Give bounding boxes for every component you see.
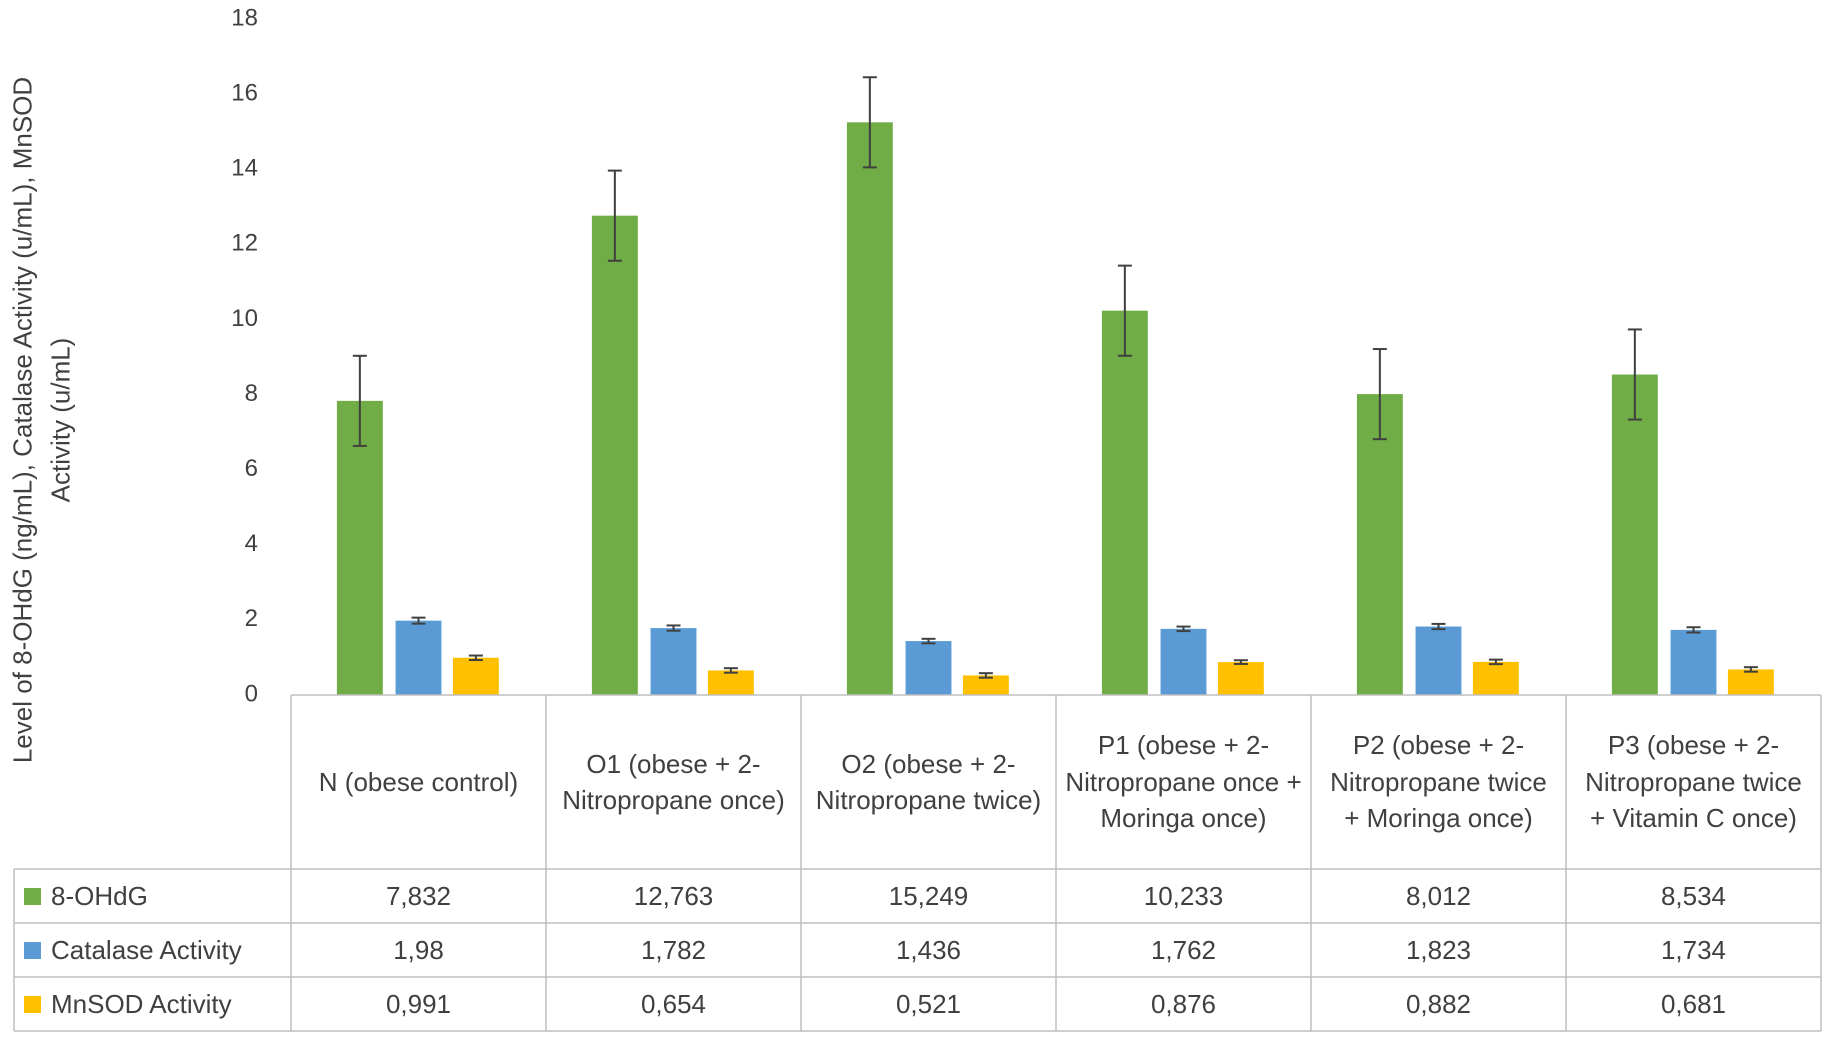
category-label: P2 (obese + 2-Nitropropane twice + Morin… [1330, 730, 1547, 834]
bar [1670, 629, 1717, 695]
table-value: 0,654 [640, 988, 707, 1019]
category-label: P1 (obese + 2-Nitropropane once + Moring… [1065, 730, 1302, 834]
table-value: 1,762 [1150, 934, 1217, 965]
table-value: 1,734 [1660, 934, 1727, 965]
y-tick-label: 8 [245, 380, 258, 407]
bar [1160, 628, 1207, 695]
table-value: 8,534 [1660, 880, 1727, 911]
table-value: 0,521 [895, 988, 962, 1019]
bar [591, 215, 638, 695]
bar [846, 122, 893, 696]
table-value: 7,832 [385, 880, 452, 911]
error-bar [723, 667, 738, 674]
error-bar [1627, 328, 1642, 421]
error-bar [862, 76, 877, 169]
y-tick-label: 4 [245, 530, 258, 557]
y-tick-label: 6 [245, 455, 258, 482]
y-tick-label: 0 [245, 680, 258, 707]
legend-swatch [24, 887, 41, 905]
bar [1472, 661, 1519, 695]
bar [1611, 374, 1658, 695]
error-bar [1117, 264, 1132, 357]
y-tick-label: 16 [231, 79, 258, 106]
bar [1101, 310, 1148, 695]
error-bar [1233, 659, 1248, 665]
y-axis-title: Level of 8-OHdG (ng/mL), Catalase Activi… [7, 76, 75, 764]
y-tick-label: 10 [231, 305, 258, 332]
legend-label: MnSOD Activity [51, 988, 232, 1019]
legend-entry: Catalase Activity [14, 923, 291, 977]
table-value: 1,98 [393, 934, 444, 965]
error-bar [1488, 658, 1503, 666]
table-value: 12,763 [633, 880, 714, 911]
category-label: O2 (obese + 2-Nitropropane twice) [815, 748, 1042, 815]
error-bar [1686, 626, 1701, 634]
category-label: N (obese control) [318, 766, 519, 797]
table-value: 8,012 [1405, 880, 1472, 911]
error-bar [352, 354, 367, 447]
bar [1356, 394, 1403, 695]
bar [1727, 669, 1774, 695]
bar [650, 628, 697, 695]
error-bar [468, 654, 483, 662]
table-value: 0,991 [385, 988, 452, 1019]
table-value: 10,233 [1143, 880, 1224, 911]
legend-swatch [24, 995, 41, 1013]
error-bar [1743, 666, 1758, 673]
error-bar [1176, 625, 1191, 633]
table-value: 1,436 [895, 934, 962, 965]
error-bar [1372, 348, 1387, 441]
bar [395, 620, 442, 695]
legend-entry: MnSOD Activity [14, 977, 291, 1031]
bar [707, 670, 754, 695]
error-bar [978, 672, 993, 679]
category-label: O1 (obese + 2-Nitropropane once) [562, 748, 785, 815]
table-value: 1,823 [1405, 934, 1472, 965]
table-value: 0,681 [1660, 988, 1727, 1019]
y-tick-label: 14 [231, 155, 258, 182]
table-value: 0,882 [1405, 988, 1472, 1019]
error-bar [666, 624, 681, 632]
table-value: 1,782 [640, 934, 707, 965]
category-label: P3 (obese + 2-Nitropropane twice + Vitam… [1585, 730, 1802, 834]
error-bar [1431, 622, 1446, 631]
bar [336, 400, 383, 695]
table-value: 15,249 [888, 880, 969, 911]
error-bar [607, 169, 622, 262]
legend-label: Catalase Activity [51, 934, 242, 965]
legend-label: 8-OHdG [51, 880, 148, 911]
bar [452, 657, 499, 695]
y-tick-label: 18 [231, 4, 258, 31]
bar [1217, 662, 1264, 695]
error-bar [411, 616, 426, 625]
y-tick-label: 2 [245, 605, 258, 632]
bar [962, 675, 1009, 695]
bar [1415, 626, 1462, 695]
bar [905, 641, 952, 695]
error-bar [921, 637, 936, 645]
legend-entry: 8-OHdG [14, 869, 291, 923]
y-tick-label: 12 [231, 230, 258, 257]
table-value: 0,876 [1150, 988, 1217, 1019]
legend-swatch [24, 941, 41, 959]
